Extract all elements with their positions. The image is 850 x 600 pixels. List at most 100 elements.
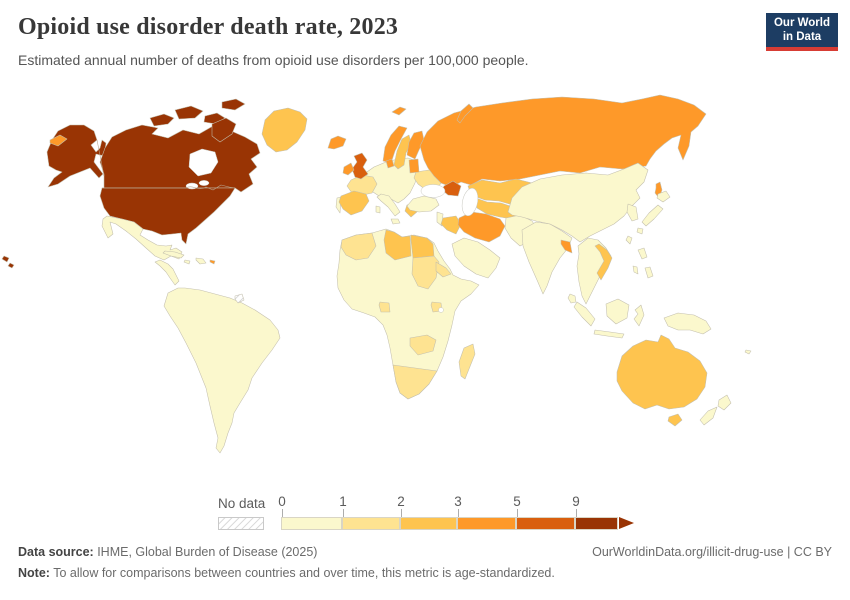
island-pacific[interactable]	[744, 349, 752, 355]
country-italy[interactable]	[376, 193, 401, 217]
data-source-label: Data source:	[18, 545, 94, 559]
map-legend: No data 0 1 2 3 5 9	[0, 493, 850, 535]
black-sea	[420, 184, 446, 198]
country-russia[interactable]	[419, 94, 707, 188]
country-alaska[interactable]	[46, 124, 107, 188]
country-usa[interactable]	[99, 187, 236, 245]
caspian-sea	[461, 187, 479, 217]
country-norway[interactable]	[382, 125, 408, 164]
country-hawaii-1[interactable]	[1, 255, 10, 263]
country-sardinia[interactable]	[375, 205, 381, 214]
note-line: Note: To allow for comparisons between c…	[18, 566, 555, 580]
island-sumatra[interactable]	[573, 301, 596, 327]
country-novaya-zemlya[interactable]	[456, 103, 474, 124]
country-sudan[interactable]	[411, 255, 440, 290]
legend-segment-4[interactable]	[516, 517, 575, 530]
country-tasmania[interactable]	[667, 413, 683, 427]
legend-segment-0[interactable]	[281, 517, 342, 530]
country-philippines-3[interactable]	[632, 265, 639, 275]
country-greenland[interactable]	[261, 107, 308, 153]
country-south-africa[interactable]	[392, 364, 438, 400]
legend-tickmark	[401, 509, 402, 517]
country-india[interactable]	[521, 221, 573, 295]
hudson-bay	[188, 148, 219, 177]
legend-tickmark	[576, 509, 577, 517]
country-turkey[interactable]	[406, 195, 440, 213]
country-zambia[interactable]	[409, 334, 437, 356]
country-french-guiana[interactable]	[234, 293, 245, 304]
country-philippines-2[interactable]	[644, 266, 654, 279]
country-iceland[interactable]	[327, 135, 347, 150]
legend-tick-9: 9	[572, 494, 580, 509]
great-lakes-2	[198, 180, 210, 186]
country-central-america[interactable]	[154, 259, 180, 286]
country-new-zealand-south[interactable]	[699, 406, 718, 426]
country-vietnam[interactable]	[594, 243, 613, 281]
country-gabon[interactable]	[378, 301, 391, 313]
data-source-text: IHME, Global Burden of Disease (2025)	[93, 545, 318, 559]
country-japan-kyushu[interactable]	[636, 227, 644, 235]
country-finland[interactable]	[406, 130, 425, 160]
page-title: Opioid use disorder death rate, 2023	[18, 14, 399, 40]
country-taiwan[interactable]	[625, 235, 633, 245]
country-arctic-island-4[interactable]	[221, 98, 246, 111]
footer-url[interactable]: OurWorldinData.org/illicit-drug-use | CC…	[592, 545, 832, 559]
legend-segment-3[interactable]	[457, 517, 516, 530]
legend-tickmark	[458, 509, 459, 517]
country-new-zealand-north[interactable]	[717, 394, 732, 411]
country-mexico[interactable]	[101, 215, 183, 261]
country-iraq[interactable]	[440, 215, 462, 235]
country-uk[interactable]	[351, 152, 369, 180]
island-new-guinea[interactable]	[663, 312, 712, 335]
legend-segment-2[interactable]	[400, 517, 457, 530]
country-hawaii-2[interactable]	[7, 262, 15, 269]
legend-tick-2: 2	[397, 494, 405, 509]
country-korea[interactable]	[626, 203, 639, 222]
country-puerto-rico[interactable]	[209, 259, 216, 265]
world-choropleth-map[interactable]	[0, 88, 850, 488]
legend-tick-0: 0	[278, 494, 286, 509]
country-bangladesh[interactable]	[560, 239, 573, 254]
country-australia[interactable]	[616, 334, 708, 410]
country-denmark[interactable]	[385, 158, 395, 169]
country-libya[interactable]	[383, 229, 412, 261]
island-java[interactable]	[593, 329, 625, 339]
country-eritrea[interactable]	[435, 261, 452, 278]
country-philippines-1[interactable]	[637, 247, 648, 260]
note-label: Note:	[18, 566, 50, 580]
country-arctic-island-5[interactable]	[211, 117, 237, 143]
owid-logo-line2: in Data	[782, 31, 822, 43]
country-madagascar[interactable]	[458, 343, 476, 380]
country-japan-honshu[interactable]	[641, 204, 664, 227]
owid-logo: Our World in Data	[766, 13, 838, 51]
legend-no-data-swatch[interactable]	[218, 517, 264, 530]
region-morocco-algeria[interactable]	[340, 232, 377, 261]
legend-tick-1: 1	[339, 494, 347, 509]
country-svalbard[interactable]	[391, 106, 407, 116]
region-arabia[interactable]	[451, 237, 501, 279]
legend-segment-1[interactable]	[342, 517, 400, 530]
country-china[interactable]	[507, 162, 649, 243]
island-borneo[interactable]	[605, 298, 630, 325]
country-sicily[interactable]	[390, 218, 401, 225]
country-baltics[interactable]	[408, 158, 420, 174]
country-spain[interactable]	[338, 190, 370, 216]
country-south-america[interactable]	[163, 287, 281, 454]
country-sri-lanka[interactable]	[567, 293, 577, 304]
country-arctic-island-2[interactable]	[174, 105, 204, 120]
country-ireland[interactable]	[342, 162, 355, 176]
legend-tick-5: 5	[513, 494, 521, 509]
country-jamaica[interactable]	[183, 259, 191, 265]
legend-segment-5[interactable]	[575, 517, 618, 530]
country-arctic-island-1[interactable]	[149, 113, 175, 127]
country-hispaniola[interactable]	[195, 257, 207, 265]
country-japan-hokkaido[interactable]	[656, 190, 671, 203]
country-egypt[interactable]	[410, 234, 435, 259]
country-cuba[interactable]	[162, 250, 185, 259]
country-wrangel-island[interactable]	[49, 134, 68, 147]
country-canada[interactable]	[99, 124, 261, 193]
country-iran[interactable]	[457, 211, 506, 243]
island-sulawesi[interactable]	[633, 304, 645, 327]
legend-no-data-label: No data	[218, 496, 266, 511]
legend-tickmark	[517, 509, 518, 517]
